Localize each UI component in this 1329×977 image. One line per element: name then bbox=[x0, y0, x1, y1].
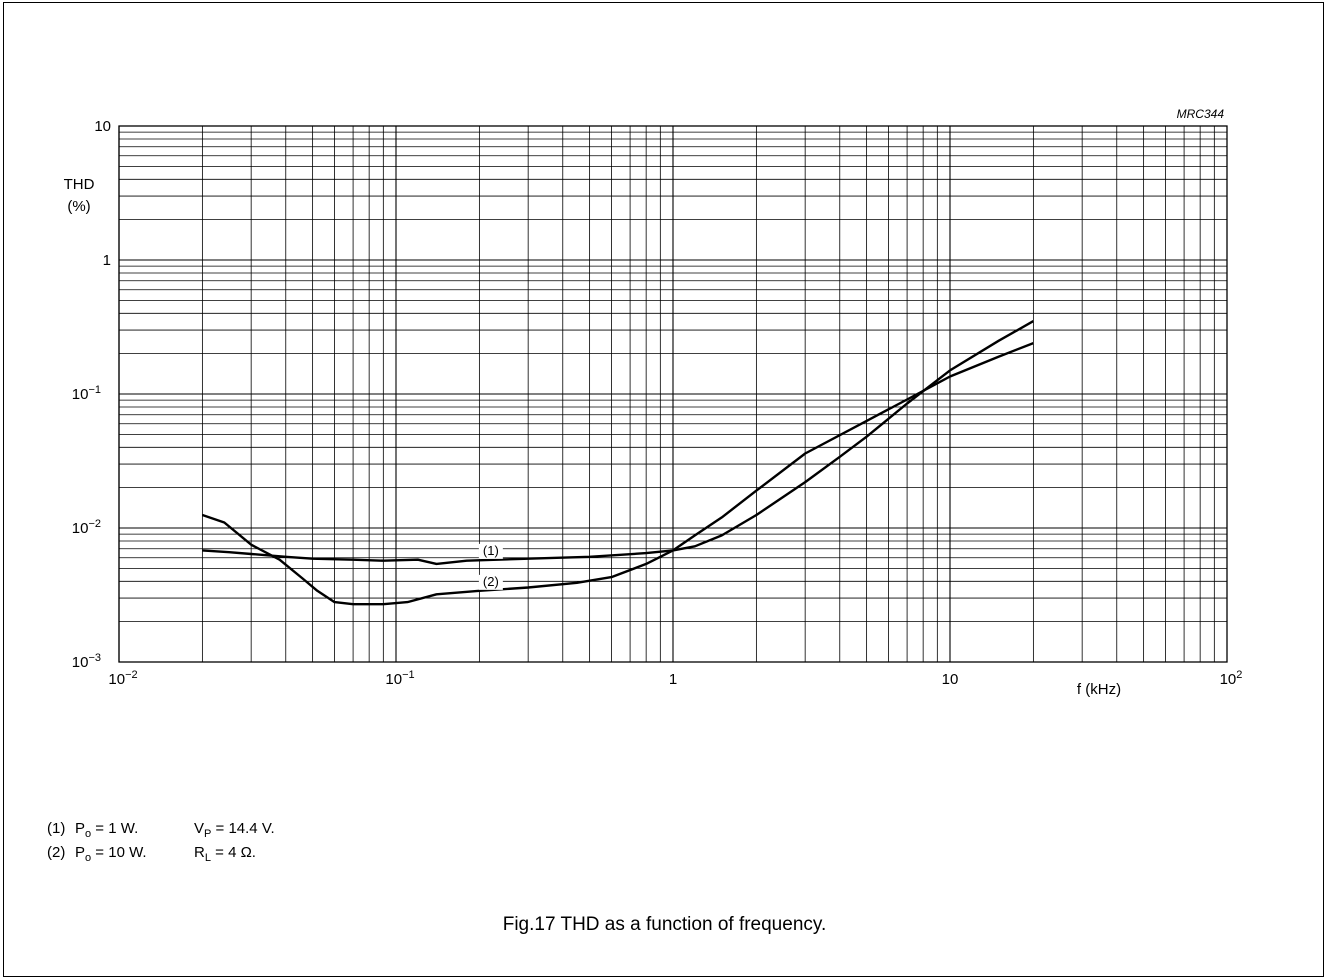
curve-label-bg bbox=[478, 574, 503, 590]
x-tick-label: 10 bbox=[942, 671, 959, 688]
curve-label-bg bbox=[478, 543, 503, 559]
legend-power: Po = 10 W. bbox=[75, 844, 147, 864]
tick-labels: 10−2 10−1 1 10 102 10 1 10−1 10−2 10−3 bbox=[72, 118, 1243, 688]
curve-label-2: (2) bbox=[483, 574, 499, 589]
x-tick-label: 10−1 bbox=[385, 669, 414, 688]
grid bbox=[118, 125, 1228, 663]
x-axis-label: f (kHz) bbox=[1077, 681, 1121, 698]
y-tick-label: 10−1 bbox=[72, 384, 101, 403]
x-tick-label: 102 bbox=[1220, 669, 1243, 688]
series-line-1 bbox=[202, 320, 1034, 566]
plot-border bbox=[118, 125, 1228, 663]
curve-labels: (1) (2) bbox=[478, 543, 503, 590]
series-lines bbox=[202, 320, 1034, 606]
y-tick-label: 1 bbox=[103, 252, 111, 269]
curve-label-1: (1) bbox=[483, 543, 499, 558]
x-tick-label: 1 bbox=[669, 671, 677, 688]
x-tick-label: 10−2 bbox=[108, 669, 137, 688]
y-axis-label-line1: THD bbox=[64, 176, 95, 193]
legend-num: (1) bbox=[47, 820, 66, 837]
legend-power: Po = 1 W. bbox=[75, 820, 139, 840]
y-tick-label: 10−2 bbox=[72, 518, 101, 537]
figure-caption: Fig.17 THD as a function of frequency. bbox=[502, 914, 827, 935]
legend-num: (2) bbox=[47, 844, 66, 861]
series-line-2 bbox=[202, 341, 1034, 606]
figure-code: MRC344 bbox=[1177, 107, 1225, 121]
legend-voltage: VP = 14.4 V. bbox=[194, 820, 275, 840]
legend-load: RL = 4 Ω. bbox=[194, 844, 256, 864]
y-tick-label: 10−3 bbox=[72, 652, 101, 671]
y-tick-label: 10 bbox=[94, 118, 111, 135]
y-axis-label-line2: (%) bbox=[67, 198, 90, 215]
